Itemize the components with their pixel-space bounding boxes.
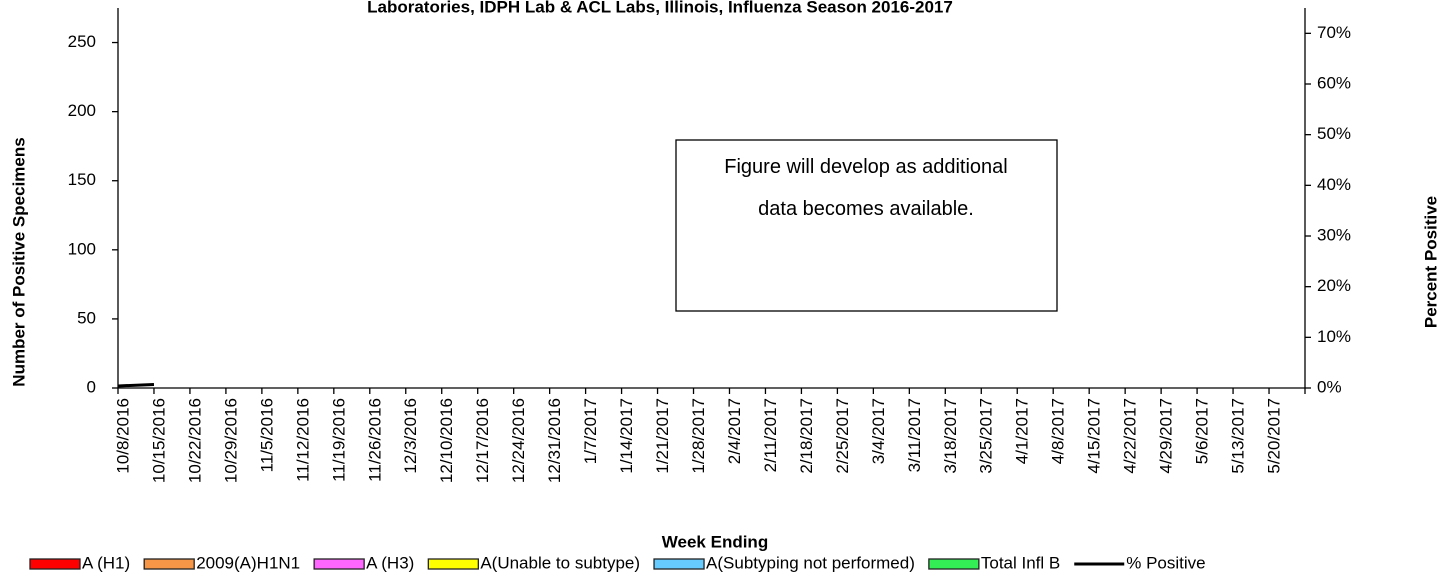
x-tick-label: 3/18/2017 [941,398,960,474]
y-tick-label: 0 [87,377,96,396]
y-tick-label: 250 [68,32,96,51]
x-tick-label: 4/1/2017 [1013,398,1032,464]
x-tick-label: 4/8/2017 [1049,398,1068,464]
x-tick-label: 3/11/2017 [905,398,924,472]
legend-label: A (H1) [82,553,130,572]
y-tick-label: 50 [77,308,96,327]
y-axis-title: Number of Positive Specimens [9,137,28,386]
legend-swatch [143,558,195,570]
y2-tick-label: 50% [1317,124,1351,143]
x-tick-label: 10/8/2016 [113,398,132,474]
x-tick-label: 12/17/2016 [473,398,492,483]
legend-swatch [313,558,365,570]
y2-tick-label: 40% [1317,175,1351,194]
x-tick-label: 2/4/2017 [725,398,744,464]
x-tick-label: 1/14/2017 [617,398,636,474]
x-tick-label: 5/13/2017 [1229,398,1248,474]
x-tick-label: 4/22/2017 [1121,398,1140,474]
x-tick-label: 4/29/2017 [1157,398,1176,474]
y2-tick-label: 0% [1317,377,1342,396]
x-tick-label: 5/20/2017 [1264,398,1283,474]
annotation-text: Figure will develop as additional data be… [724,156,1008,220]
x-tick-label: 11/5/2016 [257,398,276,472]
x-tick-label: 12/24/2016 [509,398,528,483]
legend-label: A(Subtyping not performed) [706,553,915,572]
x-tick-label: 10/15/2016 [149,398,168,483]
x-tick-label: 11/26/2016 [365,398,384,482]
line [117,382,155,388]
chart-title: Laboratories, IDPH Lab & ACL Labs, Illin… [367,0,953,16]
x-tick-label: 12/10/2016 [437,398,456,483]
legend-label: 2009(A)H1N1 [196,553,300,572]
x-tick-label: 10/29/2016 [221,398,240,483]
y2-tick-label: 70% [1317,23,1351,42]
x-tick-label: 1/21/2017 [653,398,672,474]
legend-swatch [928,558,980,570]
annotation-box [675,139,1058,312]
x-tick-label: 10/22/2016 [185,398,204,483]
legend-label: A(Unable to subtype) [480,553,640,572]
x-tick-label: 4/15/2017 [1085,398,1104,474]
legend-swatch [427,558,479,570]
x-tick-label: 2/18/2017 [797,398,816,474]
x-tick-label: 1/7/2017 [581,398,600,464]
x-tick-label: 11/19/2016 [329,398,348,482]
x-axis-title: Week Ending [662,532,768,551]
x-tick-label: 12/3/2016 [401,398,420,474]
x-tick-label: 1/28/2017 [689,398,708,474]
x-tick-label: 11/12/2016 [293,398,312,482]
x-tick-label: 2/11/2017 [761,398,780,472]
x-tick-label: 3/25/2017 [977,398,996,474]
y2-tick-label: 60% [1317,73,1351,92]
y-tick-label: 200 [68,101,96,120]
y2-tick-label: 30% [1317,225,1351,244]
legend-label: A (H3) [366,553,414,572]
y-tick-label: 100 [68,239,96,258]
x-tick-label: 5/6/2017 [1193,398,1212,464]
legend-swatch [29,558,81,570]
x-tick-label: 12/31/2016 [545,398,564,483]
legend-swatch [653,558,705,570]
legend-label: Total Infl B [981,553,1060,572]
x-tick-label: 2/25/2017 [833,398,852,474]
y2-tick-label: 20% [1317,276,1351,295]
legend-label: % Positive [1126,553,1205,572]
y-tick-label: 150 [68,170,96,189]
y2-tick-label: 10% [1317,327,1351,346]
y2-axis-title: Percent Positive [1421,196,1440,328]
x-tick-label: 3/4/2017 [869,398,888,464]
